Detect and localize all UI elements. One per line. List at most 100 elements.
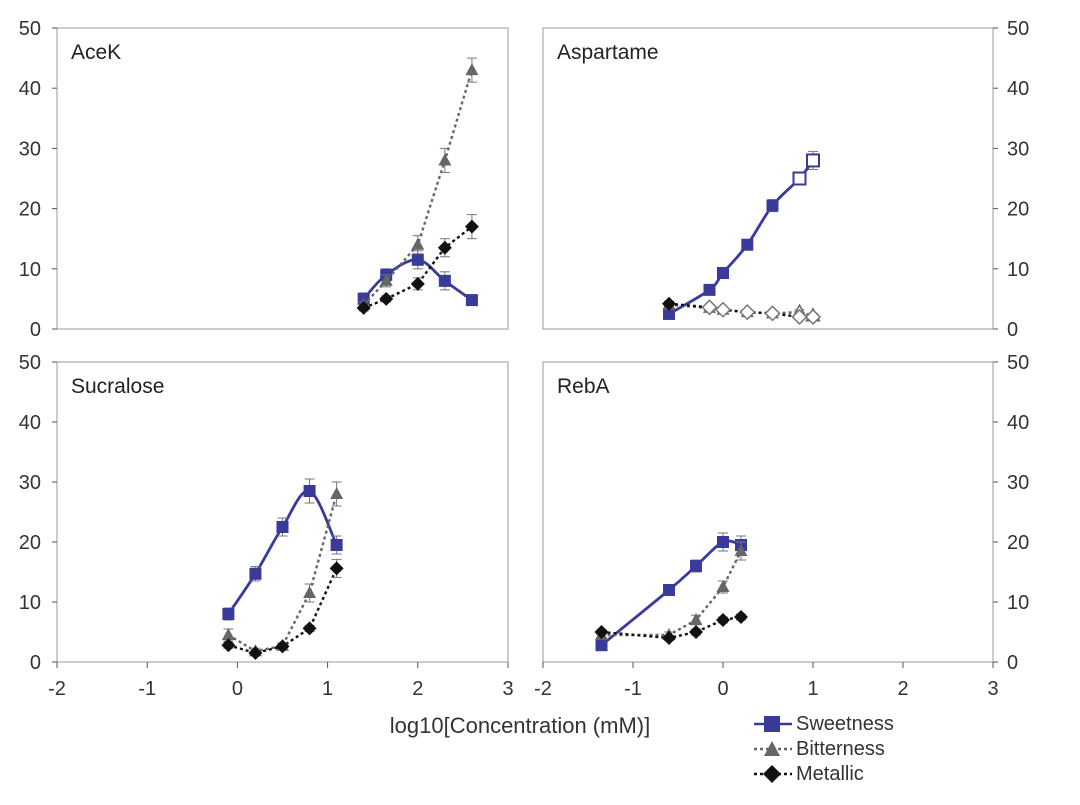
reba-xtick-label: 0 [717,678,728,700]
sucralose-title: Sucralose [71,375,164,398]
sucralose-metallic-point [302,621,317,636]
reba-xtick-label: -2 [534,678,552,700]
reba-ytick-label: 10 [1007,592,1029,614]
acek-ytick-label: 20 [19,199,41,221]
acek-metallic-point [410,276,425,291]
aspartame-metallic-line [668,302,813,319]
aspartame-frame [542,27,994,330]
sucralose-sweetness-point [222,608,235,620]
reba-metallic-point [662,631,676,645]
reba-ytick-label: 20 [1007,532,1029,554]
aspartame-metallic-point [701,299,718,316]
acek-bitterness-line [362,69,474,306]
acek-metallic-point [437,240,452,255]
aspartame-sweetness-point [741,238,754,251]
aspartame-sweetness-point [792,171,807,186]
reba-metallic-point [734,610,748,624]
sucralose-frame [56,361,509,663]
reba-xtick-label: 2 [897,678,908,700]
aspartame-sweetness-line [668,159,815,316]
sucralose-ytick-label: 40 [19,412,41,434]
aspartame-metallic-point [714,301,732,318]
reba-ytick-label: 50 [1007,352,1029,374]
aspartame-ytick-label: 10 [1007,259,1029,281]
acek-metallic-line [363,225,473,310]
aspartame-sweetness-point [717,267,729,280]
acek-ytick-label: 50 [19,18,41,40]
reba-bitterness-point [734,544,748,556]
reba-ytick-label: 30 [1007,472,1029,494]
acek-ytick-label: 40 [19,78,41,100]
reba-bitterness-point [716,580,730,592]
sucralose-ytick-label: 30 [19,472,41,494]
acek-bitterness-point [438,153,452,166]
reba-metallic-point [689,625,703,639]
acek-bitterness-point [379,273,393,286]
aspartame-title: Aspartame [557,41,659,64]
acek-sweetness-point [411,253,424,266]
sucralose-sweetness-line [227,489,338,615]
aspartame-ytick-label: 40 [1007,78,1029,100]
aspartame-metallic-point [764,305,781,322]
panel-sucralose: 0 10 20 30 40 50 -2 -1 0 1 2 3 Sucralose [19,352,514,700]
legend-item-sweetness: Sweetness [752,712,952,737]
acek-metallic-point [356,300,371,315]
legend-marker-square [754,716,792,732]
acek-ytick-label: 0 [30,319,41,341]
aspartame-ytick-label: 0 [1007,319,1018,341]
sucralose-sweetness-point [249,567,262,580]
aspartame-metallic-point [791,308,808,326]
reba-sweetness-point [717,536,729,548]
aspartame-ytick-label: 30 [1007,138,1029,160]
acek-bitterness-point [465,63,479,76]
legend-label-sweetness: Sweetness [796,713,894,735]
legend-item-bitterness: Bitterness [752,737,952,762]
sucralose-ytick-label: 10 [19,592,41,614]
sucralose-sweetness-point [276,521,289,533]
aspartame-metallic-point [739,304,756,321]
sucralose-metallic-point [329,561,344,576]
reba-title: RebA [557,375,610,398]
reba-frame [542,361,994,663]
aspartame-ytick-label: 20 [1007,199,1029,221]
legend-label-bitterness: Bitterness [796,738,885,760]
sucralose-ytick-label: 50 [19,352,41,374]
reba-sweetness-point [663,584,675,596]
panel-acek: 0 10 20 30 40 50 AceK [19,18,509,341]
sucralose-xtick-label: -2 [48,678,66,700]
legend-item-metallic: Metallic [752,762,952,787]
acek-metallic-point [379,291,394,306]
aspartame-ytick-label: 50 [1007,18,1029,40]
sucralose-bitterness-point [303,586,317,598]
sucralose-xtick-label: -1 [138,678,156,700]
aspartame-sweetness-point [663,307,675,320]
reba-sweetness-point [595,639,608,652]
legend-marker-diamond [754,765,792,783]
sucralose-xtick-label: 3 [502,678,513,700]
sucralose-xtick-label: 1 [322,678,333,700]
reba-metallic-point [716,613,730,627]
sucralose-xtick-label: 0 [232,678,243,700]
aspartame-sweetness-point [766,199,779,212]
reba-metallic-point [594,625,609,639]
aspartame-metallic-point [662,296,676,311]
sucralose-ytick-label: 20 [19,532,41,554]
legend-marker-triangle [754,741,792,756]
aspartame-metallic-point [804,308,822,326]
legend: Sweetness Bitterness Metallic [752,712,952,787]
acek-sweetness-point [465,294,478,307]
acek-ytick-label: 30 [19,138,41,160]
reba-xtick-label: -1 [624,678,642,700]
reba-xtick-label: 3 [987,678,998,700]
sucralose-metallic-point [221,638,236,653]
sucralose-metallic-point [275,639,290,654]
acek-title: AceK [71,41,121,64]
x-axis-label: log10[Concentration (mM)] [389,713,651,738]
reba-bitterness-point [689,613,703,625]
aspartame-sweetness-point [703,283,716,296]
reba-ytick-label: 40 [1007,412,1029,434]
sucralose-sweetness-point [330,539,343,551]
reba-xtick-label: 1 [807,678,818,700]
acek-metallic-point [464,219,479,234]
sucralose-bitterness-point [221,628,235,640]
